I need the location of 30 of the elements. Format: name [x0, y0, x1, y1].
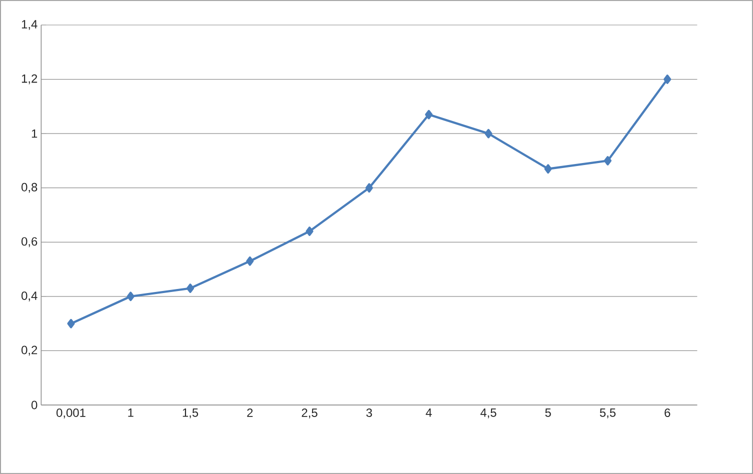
- point: [365, 183, 373, 193]
- x-tick-label: 4,5: [480, 408, 496, 418]
- point: [67, 318, 75, 328]
- point: [246, 256, 254, 266]
- x-tick-label: 4: [426, 408, 432, 417]
- x-tick-label: 3: [366, 408, 372, 417]
- y-tick-label: 0,2: [22, 346, 38, 356]
- point: [126, 292, 134, 302]
- x-tick-label: 0,001: [56, 408, 86, 418]
- point: [544, 164, 552, 174]
- point: [306, 226, 314, 236]
- x-tick-label: 2: [247, 408, 253, 417]
- point: [186, 284, 194, 293]
- point: [425, 110, 433, 120]
- y-tick-label: 0,6: [22, 237, 38, 248]
- x-tick-label: 1,5: [182, 408, 198, 418]
- y-tick-label: 1,4: [22, 20, 38, 30]
- x-tick-label: 5,5: [600, 408, 616, 418]
- y-tick-label: 0: [31, 400, 38, 410]
- y-tick-label: 1: [32, 129, 38, 138]
- x-tick-label: 5: [545, 408, 551, 417]
- point: [484, 128, 492, 138]
- point: [604, 156, 612, 166]
- y-tick-label: 1,2: [22, 74, 38, 84]
- y-tick-label: 0,8: [22, 182, 38, 193]
- x-tick-label: 2,5: [302, 408, 318, 418]
- y-tick-label: 0,4: [22, 291, 38, 302]
- x-tick-label: 1: [128, 408, 134, 417]
- point: [664, 74, 672, 84]
- x-tick-label: 6: [664, 408, 670, 417]
